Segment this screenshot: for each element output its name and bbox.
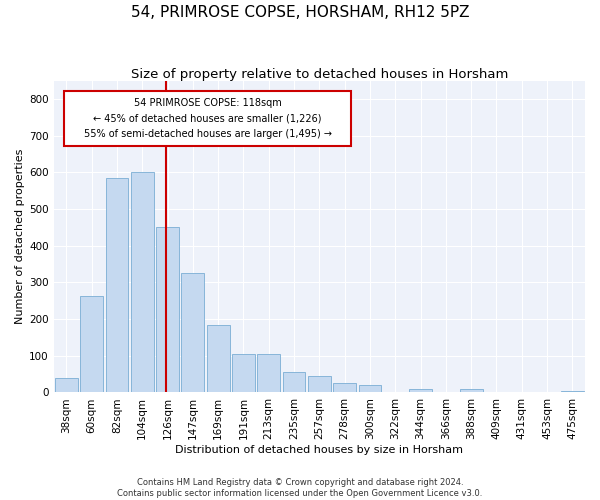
Bar	[232, 354, 255, 393]
Bar	[55, 378, 77, 392]
FancyBboxPatch shape	[64, 92, 351, 146]
Text: Contains HM Land Registry data © Crown copyright and database right 2024.
Contai: Contains HM Land Registry data © Crown c…	[118, 478, 482, 498]
Bar	[283, 372, 305, 392]
Bar	[257, 354, 280, 393]
Bar	[561, 390, 584, 392]
Bar	[460, 389, 482, 392]
Bar	[359, 385, 382, 392]
Bar	[333, 384, 356, 392]
Title: Size of property relative to detached houses in Horsham: Size of property relative to detached ho…	[131, 68, 508, 80]
Bar	[80, 296, 103, 392]
Bar	[106, 178, 128, 392]
Bar	[207, 324, 230, 392]
Bar	[409, 389, 432, 392]
Y-axis label: Number of detached properties: Number of detached properties	[15, 149, 25, 324]
Bar	[156, 228, 179, 392]
Bar	[181, 273, 204, 392]
Text: 54, PRIMROSE COPSE, HORSHAM, RH12 5PZ: 54, PRIMROSE COPSE, HORSHAM, RH12 5PZ	[131, 5, 469, 20]
Bar	[308, 376, 331, 392]
Bar	[131, 172, 154, 392]
X-axis label: Distribution of detached houses by size in Horsham: Distribution of detached houses by size …	[175, 445, 463, 455]
Text: 54 PRIMROSE COPSE: 118sqm
← 45% of detached houses are smaller (1,226)
55% of se: 54 PRIMROSE COPSE: 118sqm ← 45% of detac…	[84, 98, 332, 140]
